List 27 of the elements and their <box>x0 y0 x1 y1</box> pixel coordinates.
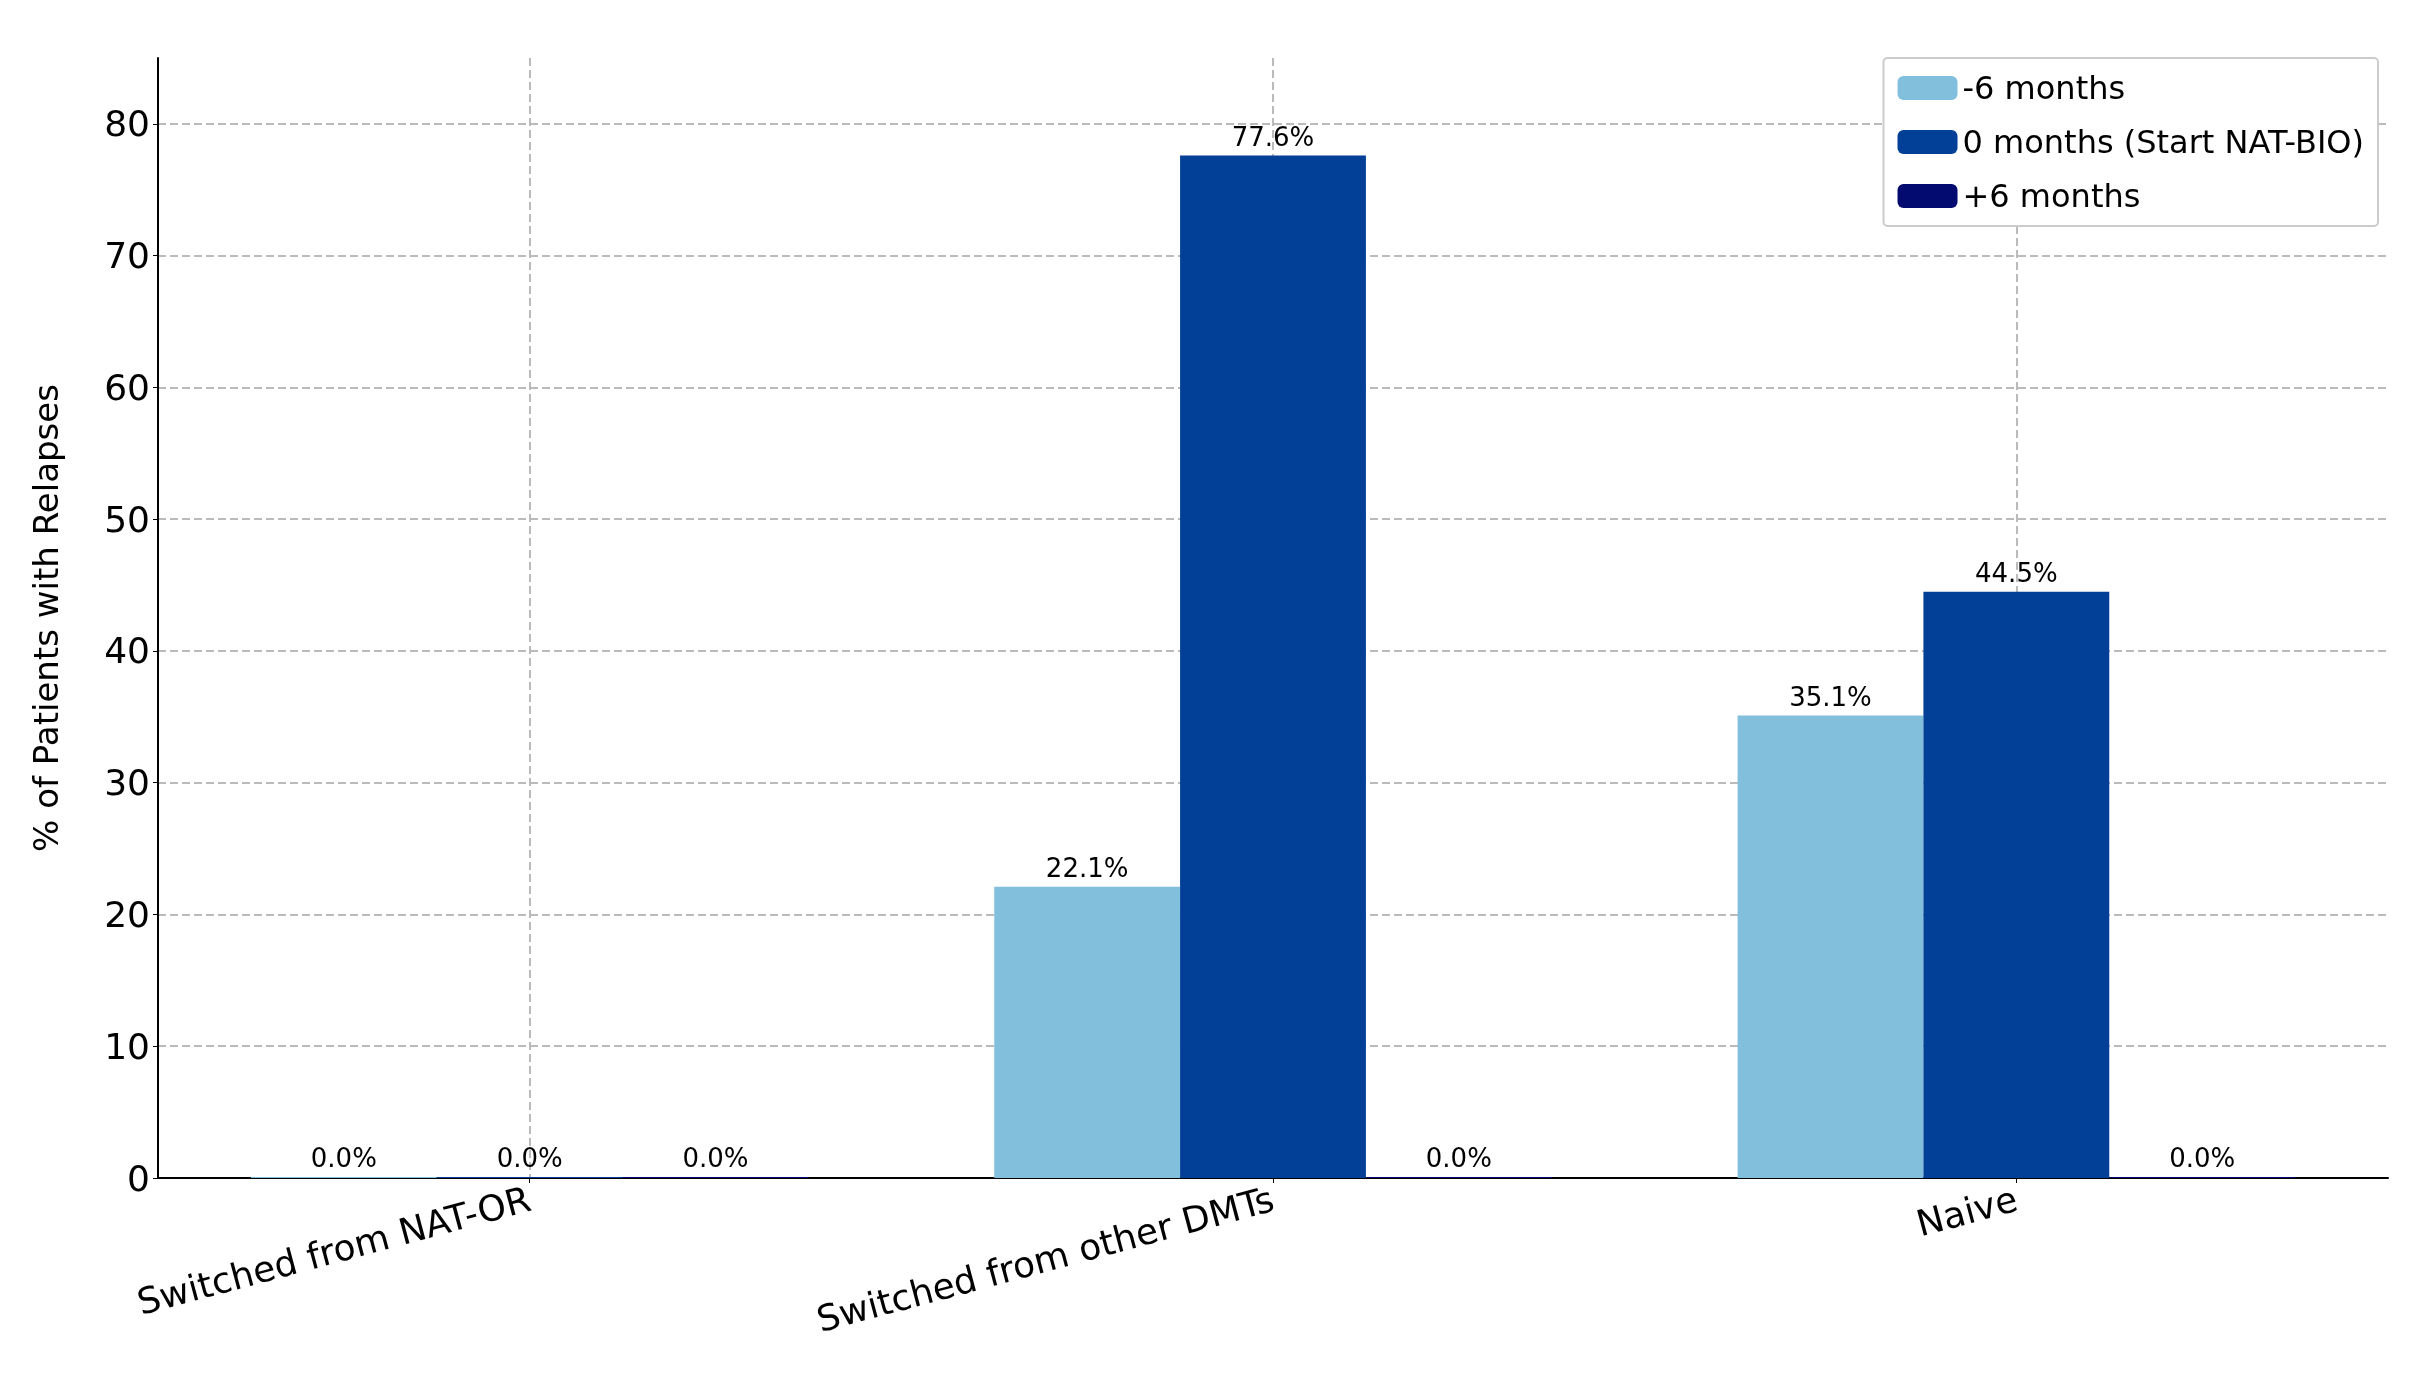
y-axis-title: % of Patients with Relapses <box>26 384 66 852</box>
y-tick-label: 0 <box>127 1157 150 1199</box>
bar <box>1180 155 1366 1178</box>
data-label: 0.0% <box>496 1143 563 1173</box>
data-label: 35.1% <box>1789 681 1872 712</box>
y-tick-label: 10 <box>104 1025 150 1067</box>
y-tick-label: 60 <box>104 366 150 408</box>
bar <box>994 886 1181 1178</box>
data-label: 0.0% <box>2169 1143 2236 1173</box>
y-tick-label: 80 <box>104 103 150 145</box>
bar <box>1737 715 1924 1178</box>
bar <box>1923 591 2110 1178</box>
y-tick-label: 40 <box>104 630 150 672</box>
x-tick-label: Naive <box>1912 1178 2022 1245</box>
legend-label: 0 months (Start NAT-BIO) <box>1962 123 2364 161</box>
y-tick-label: 20 <box>104 893 150 935</box>
data-label: 0.0% <box>682 1143 749 1173</box>
data-label: 22.1% <box>1045 852 1129 883</box>
y-tick-label: 50 <box>104 498 150 540</box>
data-label: 0.0% <box>1425 1143 1492 1173</box>
data-label: 77.6% <box>1231 121 1315 152</box>
y-tick-label: 70 <box>104 235 150 277</box>
legend-label: +6 months <box>1962 177 2141 215</box>
y-tick-label: 30 <box>104 762 150 804</box>
legend-label: -6 months <box>1962 69 2126 107</box>
data-label: 0.0% <box>310 1143 377 1173</box>
data-label: 44.5% <box>1975 557 2058 588</box>
